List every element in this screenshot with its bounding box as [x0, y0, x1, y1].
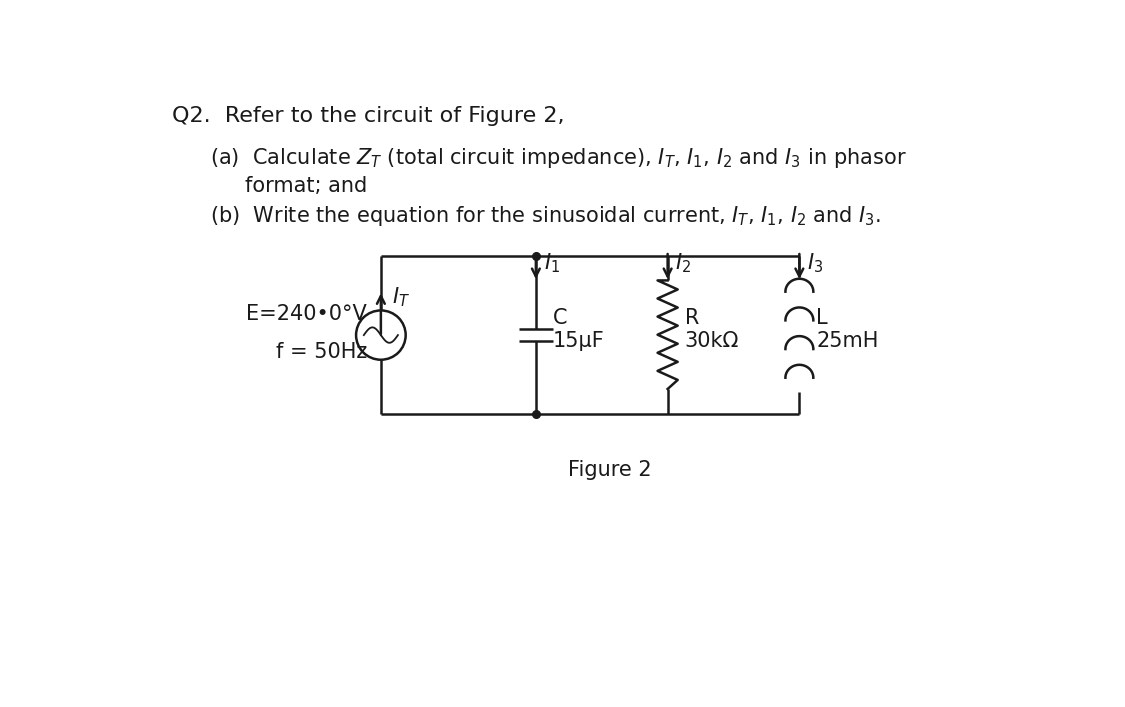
Text: $I_3$: $I_3$: [807, 252, 824, 275]
Text: Q2.  Refer to the circuit of Figure 2,: Q2. Refer to the circuit of Figure 2,: [172, 105, 564, 126]
Text: C: C: [552, 308, 567, 328]
Text: L: L: [817, 308, 828, 328]
Text: 30kΩ: 30kΩ: [685, 331, 739, 351]
Text: (b)  Write the equation for the sinusoidal current, $I_T$, $I_1$, $I_2$ and $I_3: (b) Write the equation for the sinusoida…: [210, 204, 882, 228]
Text: Figure 2: Figure 2: [568, 460, 651, 480]
Text: R: R: [685, 308, 699, 328]
Text: 25mH: 25mH: [817, 331, 879, 351]
Text: $I_2$: $I_2$: [675, 252, 692, 275]
Text: $I_1$: $I_1$: [543, 252, 559, 275]
Text: $I_T$: $I_T$: [392, 286, 410, 309]
Text: E=240•0°V: E=240•0°V: [246, 303, 367, 324]
Text: f = 50Hz: f = 50Hz: [276, 342, 367, 362]
Text: format; and: format; and: [245, 177, 368, 197]
Text: 15μF: 15μF: [552, 331, 604, 351]
Text: (a)  Calculate $Z_T$ (total circuit impedance), $I_T$, $I_1$, $I_2$ and $I_3$ in: (a) Calculate $Z_T$ (total circuit imped…: [210, 146, 907, 170]
